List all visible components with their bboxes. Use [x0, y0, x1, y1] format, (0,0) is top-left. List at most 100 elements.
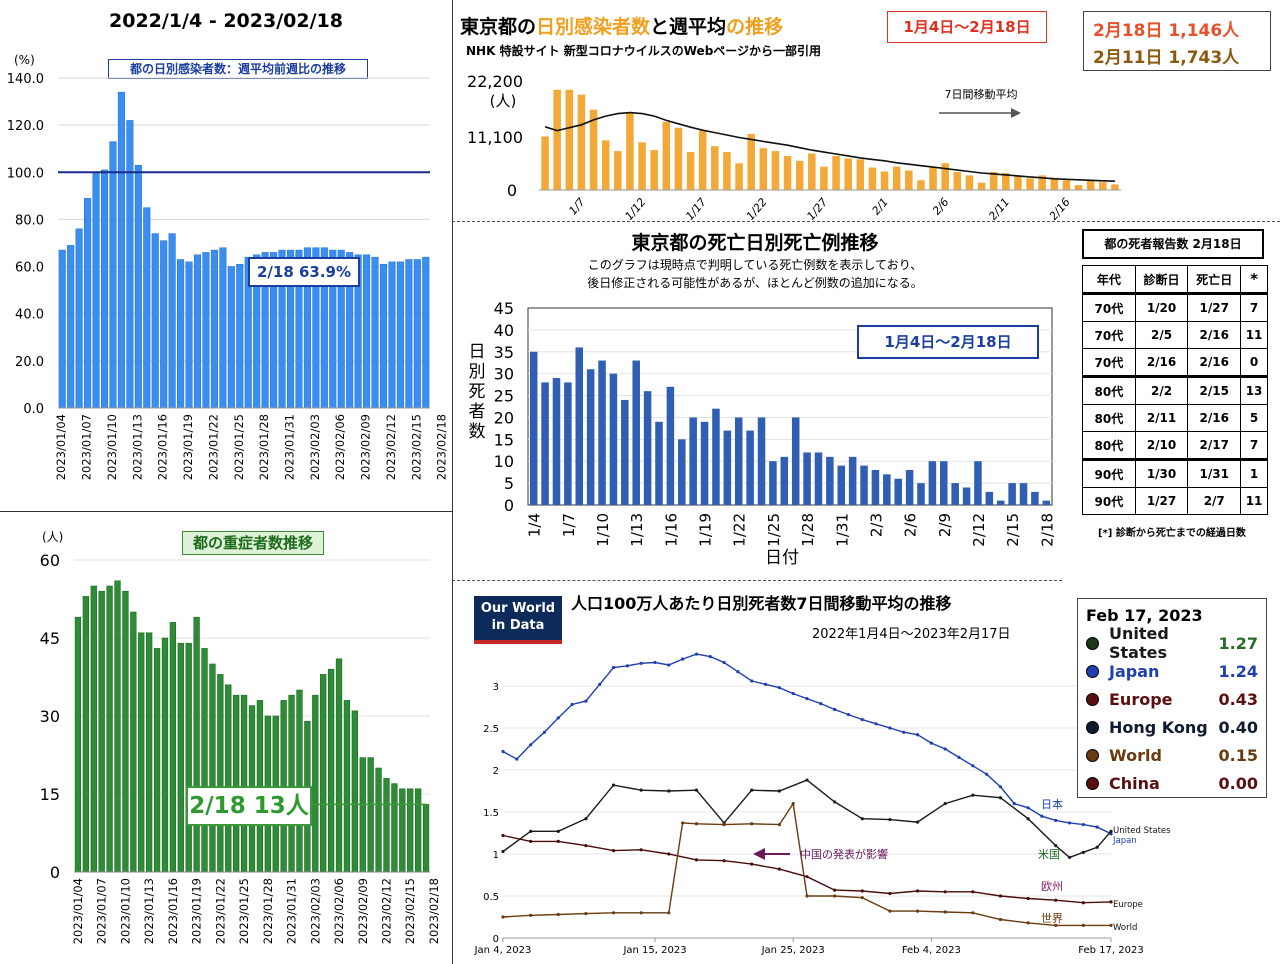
deaths-bar	[678, 439, 686, 505]
deaths-bar	[564, 382, 572, 505]
owid-point-united-states	[501, 849, 505, 854]
deaths-bar	[860, 465, 868, 505]
left-horizontal-divider	[0, 511, 452, 512]
severe-bar	[138, 632, 145, 873]
right-divider-2	[452, 580, 1062, 581]
cell-death: 2/7	[1187, 487, 1242, 515]
severe-bar	[225, 684, 232, 873]
owid-point-united-states	[750, 788, 754, 792]
severe-y-tick: 60	[40, 551, 60, 570]
severe-bar	[106, 585, 113, 873]
cases-bar	[662, 121, 671, 190]
ratio-x-tick: 2023/02/03	[308, 414, 322, 480]
cases-bar	[1111, 184, 1119, 190]
deaths-x-tick: 1/16	[662, 513, 680, 547]
ratio-bar	[379, 263, 388, 409]
severe-x-tick: 2023/01/28	[261, 878, 275, 944]
cases-y-tick: 11,100	[467, 128, 523, 147]
cases-bar	[589, 109, 598, 190]
deaths-bar	[598, 360, 606, 505]
ratio-bar	[388, 261, 396, 409]
cell-days: 1	[1240, 458, 1268, 488]
severe-y-tick: 0	[50, 863, 60, 882]
cases-bar	[929, 167, 937, 190]
cell-diagnosis: 2/5	[1134, 321, 1189, 349]
cell-death: 2/16	[1187, 321, 1242, 349]
table-row: 80代 2/2 2/15 13	[1082, 375, 1268, 405]
deaths-bar	[928, 461, 937, 505]
cases-bar	[844, 158, 852, 190]
death-table-footnote: [*] 診断から死亡までの経過日数	[1098, 528, 1246, 539]
ratio-y-tick: 40.0	[15, 308, 44, 323]
ratio-x-tick: 2023/02/09	[359, 414, 373, 480]
owid-point-europe	[915, 889, 920, 893]
cases-date-range: 1月4日〜2月18日	[887, 11, 1047, 43]
owid-legend-name: World	[1109, 745, 1162, 765]
ratio-bar	[371, 256, 379, 409]
cases-moving-avg-label: 7日間移動平均	[945, 87, 1018, 101]
owid-point-europe	[888, 891, 892, 896]
deaths-bar	[837, 465, 846, 505]
owid-point-europe	[777, 867, 781, 871]
cell-age: 80代	[1082, 375, 1136, 405]
owid-point-world	[681, 821, 685, 825]
owid-point-world	[529, 913, 533, 917]
deaths-x-tick: 1/13	[628, 513, 646, 547]
deaths-bar	[1008, 483, 1016, 505]
ratio-bar	[413, 259, 421, 409]
deaths-bar	[1031, 491, 1039, 505]
ratio-y-tick: 0.0	[23, 402, 44, 417]
cases-bar	[880, 171, 889, 190]
owid-point-japan	[1054, 818, 1058, 822]
severe-bar	[233, 694, 240, 873]
cases-x-tick: 1/7	[566, 196, 587, 218]
deaths-y-tick: 25	[494, 387, 514, 406]
owid-point-japan	[611, 665, 616, 670]
severe-x-tick: 2023/01/25	[237, 878, 251, 944]
owid-y-tick: 1.5	[483, 808, 499, 819]
ratio-x-tick: 2023/01/28	[257, 414, 271, 480]
owid-subtitle: 2022年1月4日〜2023年2月17日	[812, 627, 1011, 642]
severe-bar	[422, 804, 430, 873]
cases-bar	[541, 136, 549, 190]
deaths-x-tick: 1/31	[833, 513, 851, 547]
cases-bar	[601, 140, 610, 190]
ratio-bar	[92, 172, 100, 409]
owid-point-europe	[694, 858, 699, 862]
cases-stat-0218: 2月18日 1,146人	[1093, 21, 1240, 41]
owid-point-world	[805, 894, 809, 898]
cases-x-tick: 2/11	[986, 196, 1012, 220]
deaths-bar	[655, 421, 663, 505]
ratio-y-tick: 140.0	[7, 72, 44, 87]
owid-point-united-states	[694, 788, 699, 792]
th-death: 死亡日	[1187, 265, 1242, 294]
owid-point-japan	[708, 655, 712, 659]
cases-bar	[965, 175, 974, 190]
owid-point-japan	[791, 691, 795, 696]
owid-point-europe	[1026, 896, 1030, 901]
owid-y-tick: 0.5	[483, 892, 499, 903]
deaths-bar	[643, 391, 652, 505]
cases-bar	[614, 151, 622, 190]
owid-point-united-states	[998, 796, 1003, 800]
ratio-x-tick: 2023/02/06	[333, 414, 347, 480]
severe-bar	[130, 611, 137, 873]
deaths-x-label: 日付	[765, 548, 799, 568]
owid-point-europe	[860, 889, 864, 893]
owid-point-japan	[639, 661, 643, 665]
ratio-bar	[227, 266, 235, 409]
cases-bar	[989, 172, 998, 190]
owid-point-united-states	[611, 783, 616, 787]
ratio-bar	[126, 120, 134, 409]
ratio-chart: (%) 140.0 120.0 100.0 80.0 60.0 40.0 20.0 0.0 202…	[7, 53, 449, 480]
owid-point-japan	[998, 785, 1003, 789]
owid-point-europe	[971, 890, 975, 894]
owid-point-world	[611, 911, 616, 915]
ratio-title: 2022/1/4 - 2023/02/18	[109, 10, 343, 32]
cases-bar	[832, 155, 840, 190]
deaths-y-label-char: 数	[469, 422, 486, 442]
cell-days: 7	[1240, 292, 1268, 322]
deaths-bar	[894, 478, 902, 505]
owid-point-japan	[833, 707, 837, 712]
